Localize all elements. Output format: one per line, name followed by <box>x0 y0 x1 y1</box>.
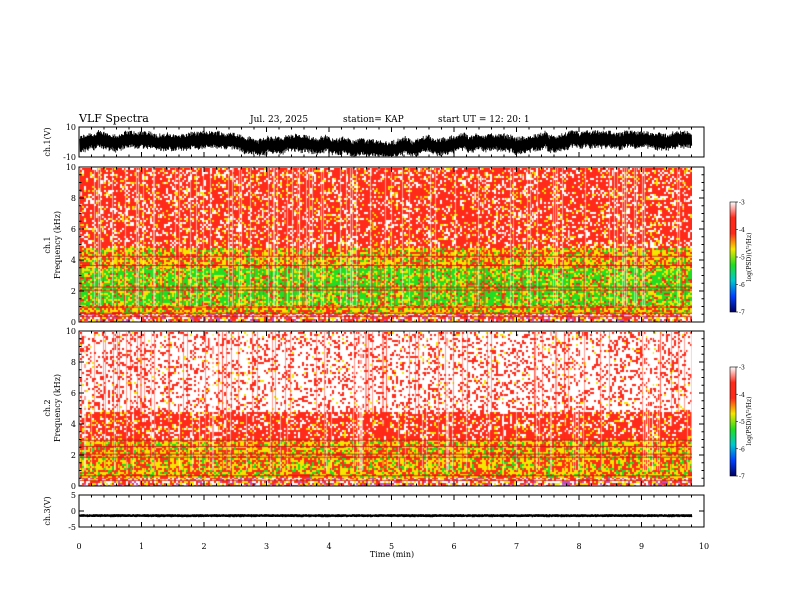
time-axis-tick-label: 8 <box>576 542 581 551</box>
ch1-waveform-trace <box>79 129 693 157</box>
time-axis-label: Time (min) <box>370 550 414 559</box>
ch1-colorbar-tick-label: -7 <box>739 310 745 317</box>
ch1-colorbar-tick-label: -6 <box>739 282 745 289</box>
date-label: Jul. 23, 2025 <box>249 115 308 125</box>
ch2-colorbar-tick-label: -5 <box>739 419 745 426</box>
ch3-waveform-panel: 5 0 -5 <box>68 491 705 532</box>
figure-title: VLF Spectra <box>78 112 149 125</box>
ch1-spectrogram-image <box>80 167 692 322</box>
ch1-colorbar-tick-label: -5 <box>739 255 745 262</box>
time-axis-tick-label: 1 <box>139 542 144 551</box>
ch2-colorbar-tick-label: -3 <box>739 365 745 372</box>
ch3-waveform-ytick-label: 5 <box>71 491 76 500</box>
time-axis-tick-label: 3 <box>264 542 269 551</box>
time-axis-ticks: 0 1 2 3 4 5 6 7 8 9 10 <box>76 542 709 551</box>
time-axis-tick-label: 4 <box>326 542 331 551</box>
time-axis-tick-label: 0 <box>76 542 81 551</box>
ch1-spectrogram-ylabel-channel: ch.1 <box>43 236 52 253</box>
ch1-waveform-ylabel: ch.1(V) <box>43 127 52 156</box>
ch3-waveform-ylabel: ch.3(V) <box>43 496 52 525</box>
ch2-spectrogram-ytick-label: 4 <box>71 420 76 429</box>
ch1-spectrogram-ytick-label: 0 <box>71 318 76 327</box>
ch2-spectrogram-ytick-label: 8 <box>71 358 76 367</box>
ch1-spectrogram-ylabel-frequency: Frequency (kHz) <box>53 211 62 279</box>
ch2-spectrogram-ylabel-frequency: Frequency (kHz) <box>53 374 62 442</box>
ch2-spectrogram-ylabel-channel: ch.2 <box>43 399 52 416</box>
time-axis-tick-label: 2 <box>201 542 206 551</box>
time-axis-tick-label: 6 <box>451 542 456 551</box>
ch3-waveform-trace <box>79 514 693 518</box>
ch2-spectrogram-ytick-label: 0 <box>71 482 76 491</box>
station-label: station= KAP <box>343 115 404 125</box>
ch2-spectrogram-ytick-label: 6 <box>71 389 76 398</box>
ch2-colorbar-label: log(PSD)(V²/Hz) <box>746 397 753 446</box>
ch2-spectrogram-ytick-label: 10 <box>66 327 76 336</box>
ch1-waveform-panel: 10 -10 <box>63 123 705 162</box>
ch3-waveform-ytick-label: 0 <box>71 507 76 516</box>
time-axis-tick-label: 7 <box>514 542 519 551</box>
ch1-spectrogram-canvas <box>80 167 692 322</box>
ch1-spectrogram-ytick-label: 2 <box>71 287 76 296</box>
ch1-spectrogram-ytick-label: 8 <box>71 194 76 203</box>
time-axis-tick-label: 9 <box>639 542 644 551</box>
ch2-spectrogram-panel: 0 2 4 6 8 10 <box>66 327 705 491</box>
ch1-waveform-ytick-label: 10 <box>66 123 76 132</box>
ch2-spectrogram-ytick-label: 2 <box>71 451 76 460</box>
ch2-colorbar: -3 -4 -5 -6 -7 <box>729 365 745 481</box>
time-axis-tick-label: 10 <box>699 542 709 551</box>
ch2-colorbar-gradient <box>729 366 737 477</box>
ch1-spectrogram-ytick-label: 4 <box>71 256 76 265</box>
ch1-spectrogram-panel: 0 2 4 6 8 10 <box>66 163 705 327</box>
ch2-colorbar-tick-label: -7 <box>739 474 745 481</box>
ch2-colorbar-tick-label: -4 <box>739 392 745 399</box>
ch1-colorbar: -3 -4 -5 -6 -7 <box>729 200 745 317</box>
ch1-spectrogram-ytick-label: 6 <box>71 225 76 234</box>
ch2-spectrogram-image <box>80 331 692 486</box>
time-axis-tick-label: 5 <box>389 542 394 551</box>
ch2-colorbar-tick-label: -6 <box>739 446 745 453</box>
ch1-colorbar-tick-label: -4 <box>739 227 745 234</box>
ch1-colorbar-tick-label: -3 <box>739 200 745 207</box>
ch1-waveform-ytick-label: -10 <box>63 153 76 162</box>
ch2-spectrogram-canvas <box>80 331 692 486</box>
ch1-colorbar-label: log(PSD)(V²/Hz) <box>746 233 753 282</box>
ch1-colorbar-gradient <box>729 201 737 313</box>
start-time-label: start UT = 12: 20: 1 <box>438 115 530 125</box>
ch1-spectrogram-ytick-label: 10 <box>66 163 76 172</box>
ch3-waveform-ytick-label: -5 <box>68 523 76 532</box>
